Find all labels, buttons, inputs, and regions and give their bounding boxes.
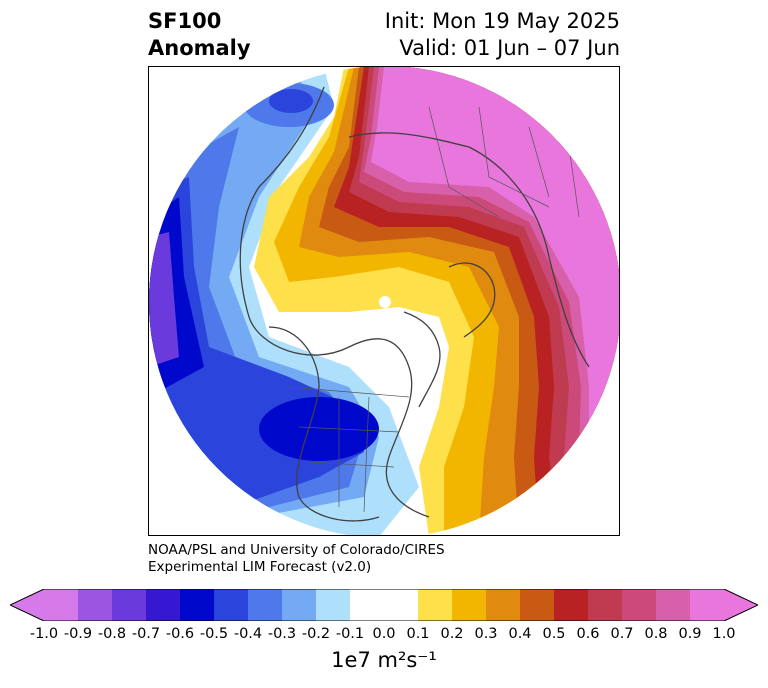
colorbar-cell	[486, 589, 521, 621]
coastlines	[239, 86, 590, 522]
title-right: Init: Mon 19 May 2025 Valid: 01 Jun – 07…	[385, 8, 620, 62]
positive-anomaly-core	[371, 67, 619, 535]
colorbar-tick-label: 0.7	[610, 626, 634, 642]
colorbar-tick-label: 0.3	[474, 626, 498, 642]
colorbar-tick-label: 0.4	[508, 626, 532, 642]
political-borders	[288, 106, 580, 513]
credit: NOAA/PSL and University of Colorado/CIRE…	[148, 542, 445, 576]
colorbar-tick-label: -0.8	[97, 626, 127, 642]
anomaly-map	[149, 67, 619, 535]
colorbar-tick-label: -0.2	[301, 626, 331, 642]
colorbar-tick-label: 0.9	[678, 626, 702, 642]
colorbar-tick-label: -0.5	[199, 626, 229, 642]
colorbar-tick-label: -0.7	[131, 626, 161, 642]
colorbar-tick-label: 1.0	[712, 626, 736, 642]
map-frame	[148, 66, 620, 536]
colorbar-tick-label: -0.9	[63, 626, 93, 642]
colorbar-cell	[452, 589, 487, 621]
colorbar-cell	[78, 589, 113, 621]
colorbar-cell	[690, 589, 725, 621]
colorbar-tick-label: 0.0	[372, 626, 396, 642]
pole-marker	[379, 296, 391, 308]
colorbar-cell	[214, 589, 249, 621]
colorbar-cells	[44, 589, 725, 621]
colorbar-cell	[282, 589, 317, 621]
credit-line-2: Experimental LIM Forecast (v2.0)	[148, 559, 372, 575]
colorbar-tick-label: 0.5	[542, 626, 566, 642]
title-variable: SF100	[148, 9, 222, 33]
colorbar-ticks: -1.0 -0.9 -0.8 -0.7 -0.6 -0.5 -0.4 -0.3 -0.2 -0.1…	[0, 626, 768, 646]
title-left: SF100 Anomaly	[148, 8, 251, 62]
negative-anomaly-core-us	[259, 397, 379, 461]
colorbar-cell	[44, 589, 79, 621]
colorbar-cell	[588, 589, 623, 621]
colorbar-cell	[384, 589, 419, 621]
colorbar-label: 1e7 m²s⁻¹	[0, 648, 768, 672]
negative-anomaly-siberia-core	[269, 89, 313, 113]
colorbar-cell	[622, 589, 657, 621]
credit-line-1: NOAA/PSL and University of Colorado/CIRE…	[148, 542, 445, 558]
colorbar-cell	[248, 589, 283, 621]
colorbar-cell	[520, 589, 555, 621]
colorbar-cell	[418, 589, 453, 621]
title-type: Anomaly	[148, 36, 251, 60]
colorbar-extend-high	[724, 589, 758, 621]
colorbar-tick-label: 0.1	[406, 626, 430, 642]
colorbar-tick-label: -0.4	[233, 626, 263, 642]
colorbar-tick-label: 0.8	[644, 626, 668, 642]
colorbar-tick-label: -0.6	[165, 626, 195, 642]
colorbar-tick-label: 0.2	[440, 626, 464, 642]
colorbar-units: 1e7 m²s⁻¹	[331, 648, 437, 672]
colorbar-cell	[112, 589, 147, 621]
colorbar-tick-label: -0.1	[335, 626, 365, 642]
colorbar-cell	[180, 589, 215, 621]
colorbar-cell	[316, 589, 351, 621]
colorbar-tick-label: 0.6	[576, 626, 600, 642]
colorbar-tick-label: -0.3	[267, 626, 297, 642]
valid-range: Valid: 01 Jun – 07 Jun	[399, 36, 620, 60]
colorbar-extend-low	[10, 589, 44, 621]
colorbar-cell	[350, 589, 385, 621]
colorbar-cell	[554, 589, 589, 621]
init-date: Init: Mon 19 May 2025	[384, 9, 620, 33]
colorbar	[10, 589, 758, 621]
negative-anomaly-core-purple	[149, 232, 179, 367]
colorbar-cell	[146, 589, 181, 621]
colorbar-cell	[656, 589, 691, 621]
colorbar-tick-label: -1.0	[29, 626, 59, 642]
